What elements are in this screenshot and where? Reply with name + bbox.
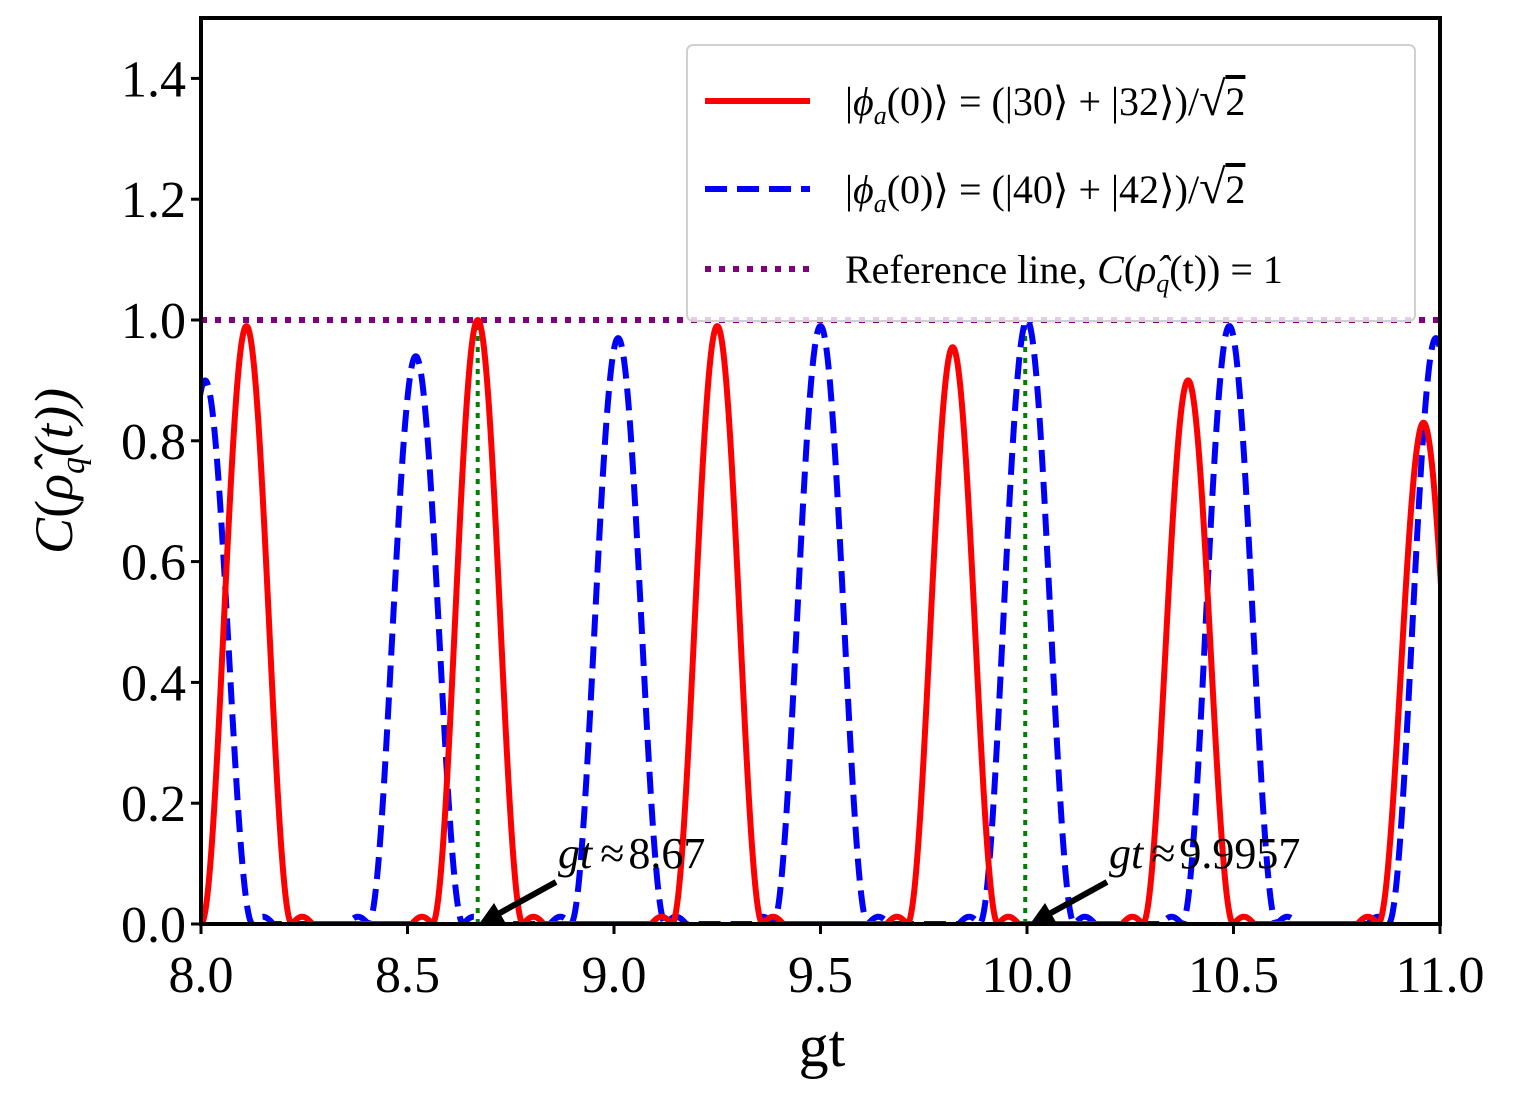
y-axis-title: C(ρ̂q(t)) — [24, 388, 92, 554]
x-tick-label-9.0: 9.0 — [582, 947, 647, 1004]
series-blue-dashed — [201, 317, 1440, 924]
annotation-arrow-shaft-1 — [496, 879, 558, 917]
x-tick-label-10.0: 10.0 — [982, 947, 1073, 1004]
y-tick-label-0.4: 0.4 — [121, 655, 186, 712]
legend-label-blue: |ϕa(0)⟩ = (|40⟩ + |42⟩)/√2 — [845, 161, 1245, 218]
y-tick-label-0.8: 0.8 — [121, 414, 186, 471]
annotation-label-1: gt ≈8.67 — [558, 829, 705, 878]
annotation-label-2: gt ≈9.9957 — [1109, 829, 1300, 878]
y-tick-label-0.2: 0.2 — [121, 776, 186, 833]
plot-frame — [199, 16, 1442, 926]
x-tick-label-8.5: 8.5 — [375, 947, 440, 1004]
x-tick-label-10.5: 10.5 — [1188, 947, 1279, 1004]
annotations: gt ≈8.67 gt ≈9.9957 — [479, 829, 1300, 924]
annotation-arrowhead-2 — [1030, 903, 1056, 924]
ticks-layer: 8.0 8.5 9.0 9.5 10.0 10.5 11.0 0.0 0.2 0.4 0.6 0.8 1… — [121, 51, 1485, 1004]
annotation-arrow-shaft-2 — [1047, 879, 1109, 917]
legend-box — [686, 44, 1416, 322]
annotation-arrowhead-1 — [479, 903, 505, 924]
legend-label-reference: Reference line, C(ρ̂q(t)) = 1 — [845, 247, 1283, 298]
legend-label-red: |ϕa(0)⟩ = (|30⟩ + |32⟩)/√2 — [845, 73, 1245, 130]
y-tick-label-0.6: 0.6 — [121, 535, 186, 592]
y-tick-label-1.2: 1.2 — [121, 172, 186, 229]
y-tick-label-1.0: 1.0 — [121, 293, 186, 350]
y-tick-label-0.0: 0.0 — [121, 897, 186, 954]
x-tick-label-9.5: 9.5 — [788, 947, 853, 1004]
x-axis-title: gt — [799, 1013, 846, 1079]
x-tick-label-11.0: 11.0 — [1395, 947, 1484, 1004]
legend: |ϕa(0)⟩ = (|30⟩ + |32⟩)/√2 |ϕa(0)⟩ = (|4… — [686, 44, 1416, 322]
x-tick-label-8.0: 8.0 — [169, 947, 234, 1004]
annotation-gt-8.67: gt ≈8.67 — [479, 829, 705, 924]
annotation-gt-9.9957: gt ≈9.9957 — [1030, 829, 1300, 924]
y-tick-label-1.4: 1.4 — [121, 51, 186, 108]
